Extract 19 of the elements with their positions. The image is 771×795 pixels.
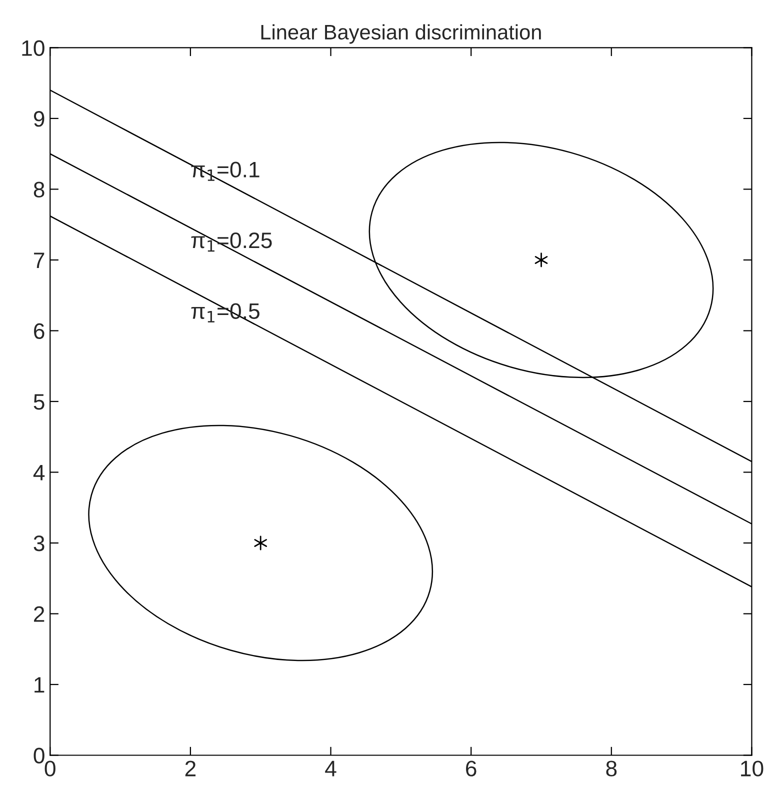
y-tick-label: 3: [34, 536, 44, 552]
y-tick-label: 8: [34, 182, 44, 198]
y-tick-label: 10: [22, 40, 44, 56]
x-tick-label: 0: [44, 760, 56, 776]
y-tick-label: 5: [34, 394, 44, 410]
y-tick-label: 9: [34, 110, 44, 127]
y-tick-label: 2: [34, 606, 44, 622]
x-tick-label: 2: [185, 760, 196, 776]
chart-title: Linear Bayesian discrimination: [261, 24, 541, 44]
y-tick-label: 7: [34, 252, 44, 268]
y-tick-label: 6: [34, 323, 44, 339]
x-tick-label: 6: [466, 760, 476, 776]
y-tick-label: 4: [33, 464, 45, 480]
y-tick-label: 1: [34, 677, 44, 693]
x-tick-label: 4: [325, 760, 336, 776]
x-tick-label: 10: [741, 760, 764, 776]
x-tick-label: 8: [606, 760, 617, 776]
y-tick-label: 0: [34, 748, 44, 764]
annotation: π$_{1}$=0.25: [191, 232, 272, 252]
